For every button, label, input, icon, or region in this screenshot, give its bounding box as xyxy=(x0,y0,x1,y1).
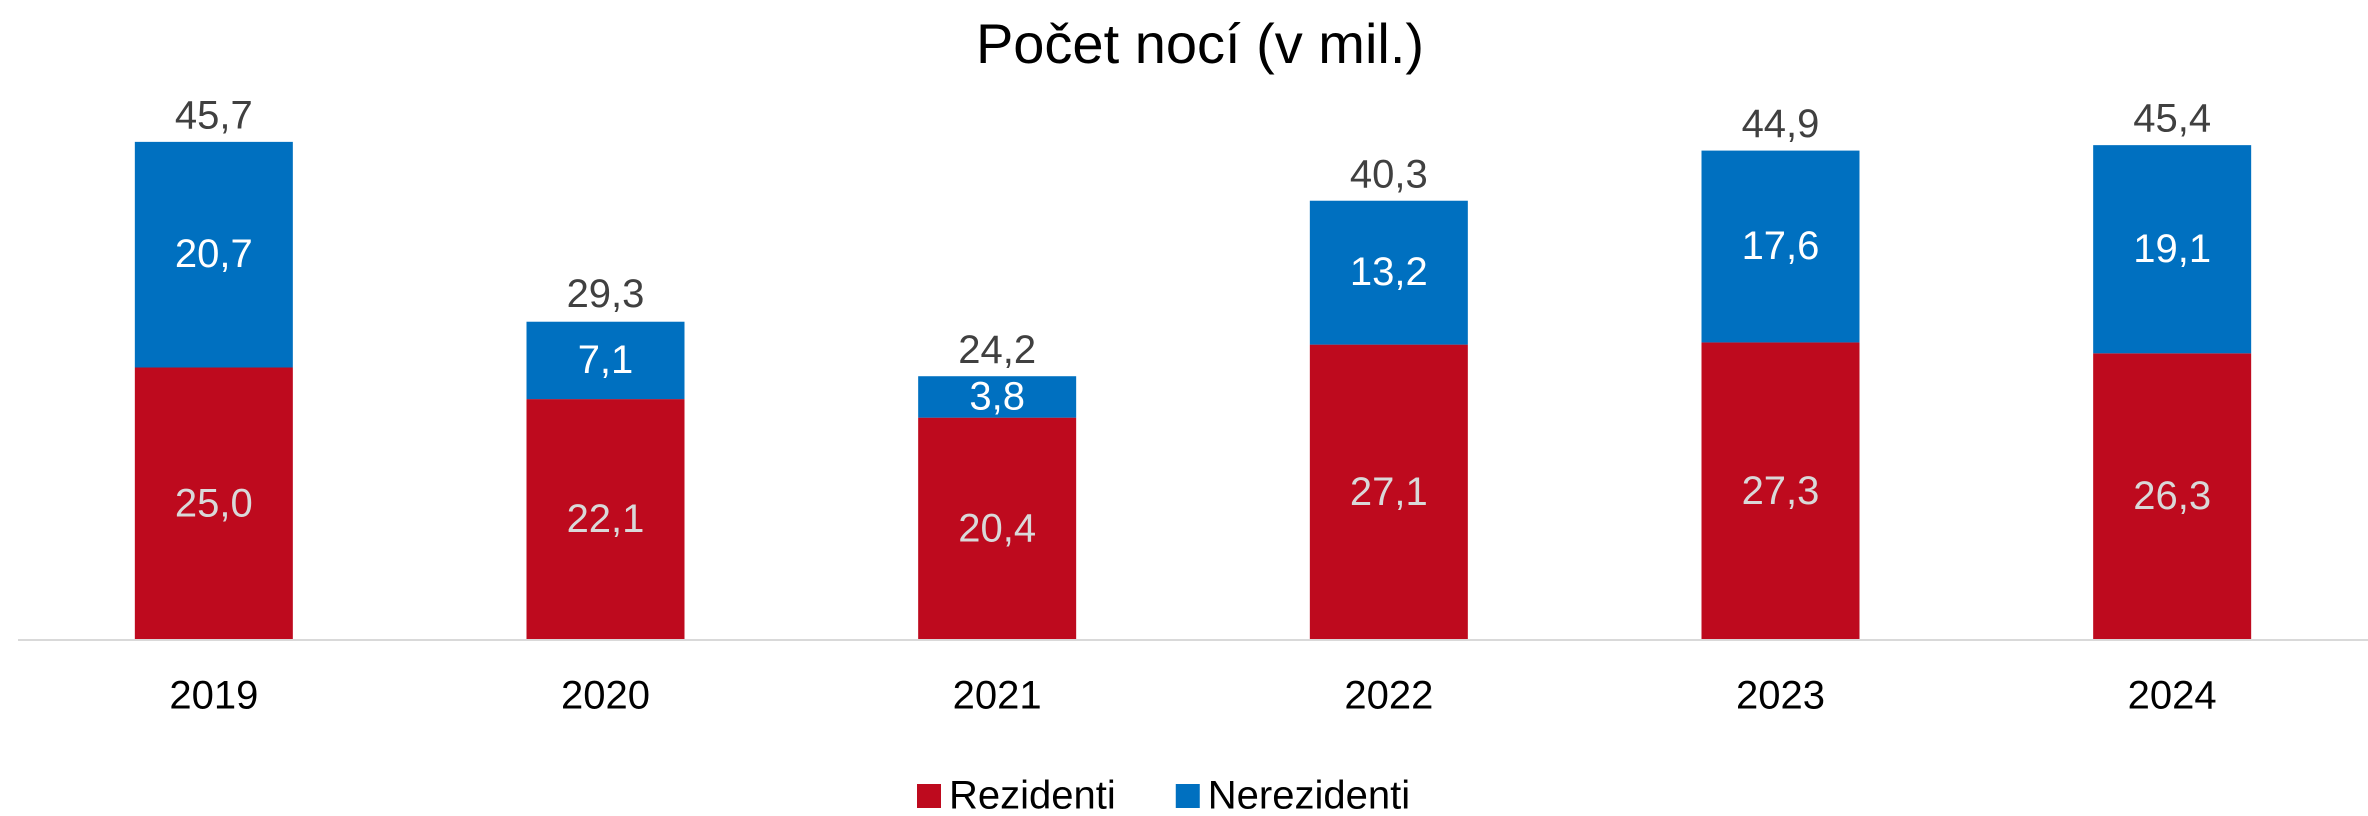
bar-segment xyxy=(1701,342,1860,640)
total-label: 44,9 xyxy=(1742,102,1820,146)
total-label: 45,4 xyxy=(2133,97,2211,141)
bar-segment xyxy=(2093,145,2252,354)
bar-segment xyxy=(1309,200,1468,345)
legend-swatch xyxy=(1175,784,1200,808)
bar-segment xyxy=(1309,344,1468,640)
bar-segment xyxy=(526,321,685,400)
value-label: 7,1 xyxy=(578,338,634,382)
x-tick-label: 2024 xyxy=(2128,674,2217,718)
x-tick-label: 2022 xyxy=(1344,674,1433,718)
total-label: 40,3 xyxy=(1350,152,1428,196)
value-label: 13,2 xyxy=(1350,250,1428,294)
legend-label: Rezidenti xyxy=(949,774,1116,816)
chart-title: Počet nocí (v mil.) xyxy=(976,12,1424,75)
total-label: 29,3 xyxy=(567,272,645,316)
total-label: 45,7 xyxy=(175,93,253,137)
value-label: 20,4 xyxy=(958,506,1036,550)
bar-segment xyxy=(134,367,293,640)
value-label: 22,1 xyxy=(567,497,645,541)
bar-segment xyxy=(918,376,1077,418)
x-tick-label: 2023 xyxy=(1736,674,1825,718)
bar-segment xyxy=(1701,150,1860,343)
legend-swatch xyxy=(917,784,941,808)
total-label: 24,2 xyxy=(958,328,1036,372)
value-label: 3,8 xyxy=(969,374,1025,418)
value-label: 25,0 xyxy=(175,481,253,525)
value-label: 26,3 xyxy=(2133,474,2211,518)
x-tick-label: 2021 xyxy=(953,674,1042,718)
value-label: 27,1 xyxy=(1350,470,1428,514)
bar-segment xyxy=(134,141,293,368)
x-tick-label: 2020 xyxy=(561,674,650,718)
legend-label: Nerezidenti xyxy=(1208,774,1410,816)
bar-segment xyxy=(526,399,685,640)
value-label: 20,7 xyxy=(175,232,253,276)
bar-segment xyxy=(918,417,1077,640)
x-tick-label: 2019 xyxy=(169,674,258,718)
value-label: 27,3 xyxy=(1742,469,1820,513)
value-label: 17,6 xyxy=(1742,224,1820,268)
value-label: 19,1 xyxy=(2133,227,2211,271)
bar-segment xyxy=(2093,353,2252,640)
